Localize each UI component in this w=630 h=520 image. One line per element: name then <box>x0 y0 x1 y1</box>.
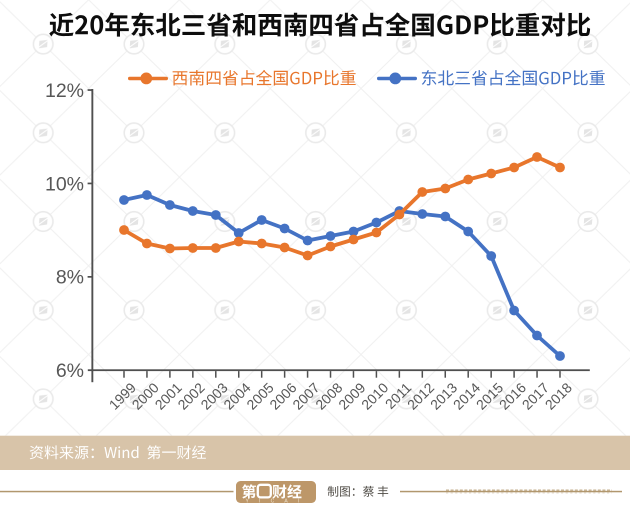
svg-text:6%: 6% <box>56 360 84 382</box>
svg-text:8%: 8% <box>56 267 84 289</box>
svg-text:10%: 10% <box>45 173 84 195</box>
svg-text:YICAI: YICAI <box>246 499 310 505</box>
svg-text:12%: 12% <box>45 80 84 102</box>
